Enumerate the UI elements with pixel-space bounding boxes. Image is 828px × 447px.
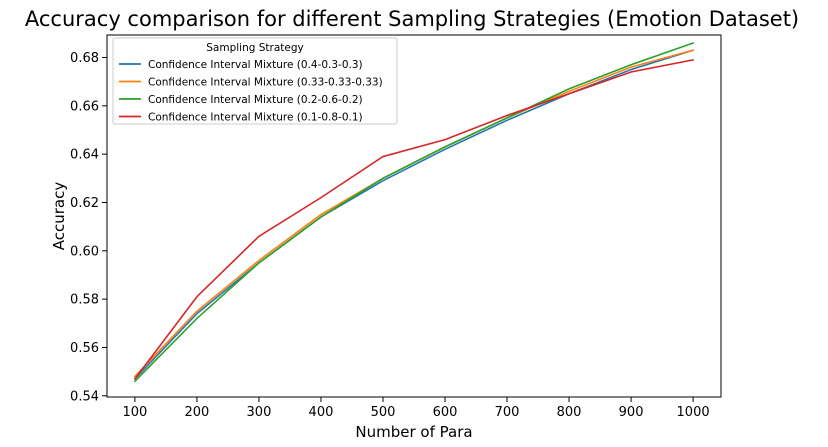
- x-tick-label: 100: [122, 405, 147, 420]
- legend-label: Confidence Interval Mixture (0.2-0.6-0.2…: [148, 94, 363, 106]
- legend-label: Confidence Interval Mixture (0.1-0.8-0.1…: [148, 112, 363, 124]
- x-tick-label: 400: [309, 405, 334, 420]
- legend-item: Confidence Interval Mixture (0.2-0.6-0.2…: [119, 94, 363, 106]
- plot-area: [106, 34, 722, 398]
- x-tick-label: 600: [433, 405, 458, 420]
- series-line-1: [133, 49, 695, 381]
- y-tick-label: 0.56: [70, 341, 99, 356]
- y-tick-label: 0.60: [70, 244, 99, 259]
- x-tick-label: 800: [557, 405, 582, 420]
- y-axis-label: Accuracy: [50, 182, 68, 251]
- legend-item: Confidence Interval Mixture (0.33-0.33-0…: [119, 77, 383, 89]
- y-tick-label: 0.64: [70, 148, 99, 163]
- y-axis-ticks: 0.54 0.56 0.58 0.60 0.62 0.64 0.66 0.68: [70, 51, 107, 404]
- x-axis-label: Number of Para: [355, 423, 472, 441]
- x-tick-label: 1000: [677, 405, 710, 420]
- x-tick-label: 900: [619, 405, 644, 420]
- legend-label: Confidence Interval Mixture (0.4-0.3-0.3…: [148, 59, 363, 71]
- series-line-3: [133, 41, 695, 383]
- plot-frame: [106, 34, 722, 398]
- y-tick-label: 0.62: [70, 196, 99, 211]
- x-tick-label: 200: [185, 405, 210, 420]
- y-tick-label: 0.68: [70, 51, 99, 66]
- legend-label: Confidence Interval Mixture (0.33-0.33-0…: [148, 77, 383, 89]
- legend: Sampling Strategy Confidence Interval Mi…: [112, 37, 398, 125]
- chart-title: Accuracy comparison for different Sampli…: [25, 7, 799, 31]
- x-axis-ticks: 100 200 300 400 500 600 700 800 900 1000: [122, 397, 710, 420]
- x-tick-label: 500: [371, 405, 396, 420]
- y-tick-label: 0.66: [70, 99, 99, 114]
- legend-box: [112, 37, 398, 125]
- y-tick-label: 0.54: [70, 389, 99, 404]
- x-tick-label: 700: [495, 405, 520, 420]
- y-tick-label: 0.58: [70, 293, 99, 308]
- series-layer: [133, 41, 695, 383]
- legend-items: Confidence Interval Mixture (0.4-0.3-0.3…: [119, 59, 383, 124]
- x-tick-label: 300: [247, 405, 272, 420]
- legend-item: Confidence Interval Mixture (0.1-0.8-0.1…: [119, 112, 363, 124]
- series-line-4: [133, 58, 695, 381]
- legend-item: Confidence Interval Mixture (0.4-0.3-0.3…: [119, 59, 363, 71]
- legend-title: Sampling Strategy: [206, 42, 303, 54]
